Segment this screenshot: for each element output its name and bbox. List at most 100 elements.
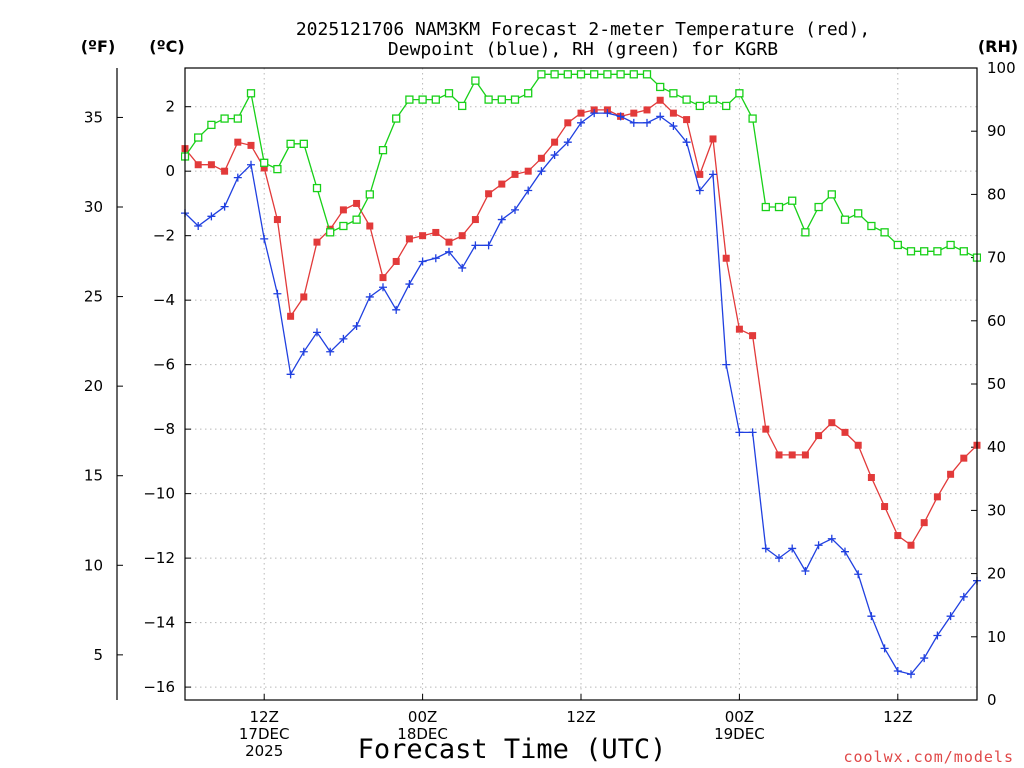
dewpoint-point — [313, 328, 321, 337]
dewpoint-point — [775, 554, 783, 563]
dewpoint-point — [709, 170, 717, 179]
rh-point — [616, 70, 625, 79]
dewpoint-point — [352, 321, 361, 330]
celsius-unit-label: (ºC) — [149, 37, 184, 56]
temperature-point — [881, 503, 889, 511]
temperature-point — [498, 180, 506, 188]
temperature-point — [247, 141, 255, 149]
temperature-point — [458, 232, 466, 240]
celsius-tick-label: −10 — [143, 485, 175, 503]
rh-point — [946, 240, 955, 250]
rh-point — [590, 70, 599, 79]
temperature-point — [854, 441, 862, 449]
dewpoint-point — [946, 612, 955, 621]
celsius-tick-label: −6 — [153, 356, 175, 374]
rh-point — [708, 95, 718, 104]
rh-point — [524, 89, 533, 98]
temperature-point — [630, 109, 638, 117]
x-axis-title: Forecast Time (UTC) — [358, 734, 667, 765]
rh-tick-label: 0 — [987, 691, 997, 709]
celsius-tick-label: −4 — [153, 291, 175, 309]
rh-tick-label: 50 — [987, 375, 1006, 393]
temperature-point — [933, 493, 941, 501]
rh-point — [405, 95, 414, 104]
x-tick-label: 17DEC — [239, 725, 290, 743]
temperature-point — [221, 167, 229, 175]
temperature-point — [353, 199, 361, 207]
temperature-point — [379, 274, 387, 282]
temperature-point — [815, 432, 823, 440]
rh-point — [458, 101, 467, 111]
fahrenheit-tick-label: 25 — [84, 288, 103, 306]
temperature-point — [683, 116, 691, 124]
dewpoint-point — [260, 234, 269, 243]
dewpoint-point — [458, 263, 467, 272]
rh-point — [880, 228, 889, 237]
temperature-point — [300, 293, 308, 301]
dewpoint-point — [326, 347, 335, 356]
dewpoint-point — [194, 222, 203, 230]
dewpoint-point — [656, 112, 665, 121]
series-2-meter-temperature — [181, 96, 981, 549]
rh-point — [563, 70, 572, 79]
temperature-point — [828, 419, 836, 427]
dewpoint-point — [590, 109, 599, 118]
temperature-point — [722, 254, 730, 262]
data-series — [181, 70, 981, 679]
dewpoint-point — [247, 160, 255, 169]
dewpoint-point — [669, 122, 678, 131]
dewpoint-point — [814, 541, 823, 550]
axes: 20−2−4−6−8−10−12−14−16353025201510510090… — [84, 59, 1016, 760]
rh-point — [444, 89, 454, 98]
temperature-point — [511, 170, 519, 178]
rh-point — [365, 190, 374, 199]
temperature-point — [551, 138, 559, 146]
rh-point — [550, 70, 559, 79]
celsius-tick-label: 0 — [165, 162, 175, 180]
dewpoint-point — [524, 186, 533, 195]
fahrenheit-tick-label: 35 — [84, 108, 103, 126]
dewpoint-point — [761, 544, 770, 553]
rh-point — [510, 95, 520, 104]
rh-point — [471, 76, 480, 85]
dewpoint-point — [695, 186, 704, 195]
temperature-point — [656, 96, 664, 104]
dewpoint-point — [920, 654, 929, 663]
celsius-tick-label: 2 — [165, 98, 175, 116]
rh-point — [840, 215, 850, 224]
rh-point — [352, 215, 361, 224]
dewpoint-point — [563, 138, 572, 147]
dewpoint-point — [682, 138, 691, 147]
rh-point — [761, 202, 770, 212]
rh-point — [814, 202, 823, 212]
dewpoint-point — [907, 670, 915, 679]
rh-point — [326, 228, 335, 237]
rh-tick-label: 60 — [987, 312, 1006, 330]
rh-point — [497, 95, 506, 104]
rh-point — [959, 247, 968, 256]
rh-point — [629, 70, 638, 79]
rh-point — [722, 101, 731, 111]
dewpoint-point — [339, 334, 348, 343]
celsius-tick-label: −14 — [143, 614, 175, 632]
temperature-point — [577, 109, 585, 117]
temperature-point — [735, 325, 743, 333]
temperature-point — [445, 238, 453, 246]
temperature-point — [775, 451, 783, 459]
dewpoint-point — [392, 305, 401, 314]
x-tick-label: 00Z — [725, 708, 754, 726]
plot-frame — [184, 67, 978, 701]
temperature-point — [920, 519, 928, 527]
dewpoint-point — [841, 547, 849, 556]
temperature-point — [709, 135, 717, 143]
rh-point — [656, 82, 665, 92]
temperature-point — [643, 106, 651, 114]
rh-point — [194, 133, 203, 142]
dewpoint-point — [233, 173, 242, 182]
fahrenheit-tick-label: 15 — [84, 467, 103, 485]
dewpoint-point — [629, 118, 638, 127]
rh-point — [431, 95, 440, 104]
rh-tick-label: 70 — [987, 249, 1006, 267]
temperature-point — [234, 138, 242, 146]
